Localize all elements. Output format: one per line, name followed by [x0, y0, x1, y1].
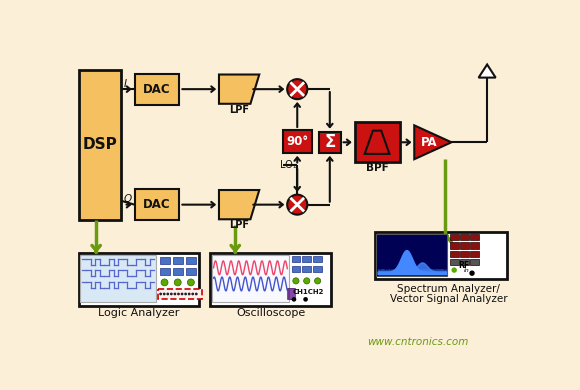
Bar: [173, 257, 183, 264]
Bar: [450, 251, 459, 257]
Circle shape: [287, 195, 307, 215]
Bar: [470, 234, 479, 240]
Bar: [461, 251, 469, 257]
Circle shape: [304, 278, 310, 284]
Text: LPF: LPF: [229, 105, 249, 115]
Text: LO₁: LO₁: [280, 160, 297, 170]
Circle shape: [177, 292, 180, 295]
Polygon shape: [414, 125, 451, 159]
Text: DAC: DAC: [143, 83, 171, 96]
Bar: [79, 253, 199, 305]
Bar: [79, 70, 121, 220]
Bar: [470, 242, 479, 248]
Bar: [470, 251, 479, 257]
Circle shape: [293, 278, 299, 284]
Bar: [135, 74, 179, 105]
Bar: [450, 259, 459, 266]
Bar: [375, 232, 506, 279]
Bar: [292, 266, 300, 272]
Bar: [303, 256, 311, 262]
Bar: [313, 266, 322, 272]
Text: www.cntronics.com: www.cntronics.com: [367, 337, 469, 347]
Circle shape: [191, 292, 194, 295]
Circle shape: [195, 292, 198, 295]
Text: CH1CH2: CH1CH2: [292, 289, 324, 295]
Polygon shape: [478, 64, 496, 78]
Bar: [376, 234, 447, 276]
Text: Vector Signal Analyzer: Vector Signal Analyzer: [390, 294, 507, 303]
Circle shape: [451, 268, 457, 273]
Bar: [211, 253, 331, 305]
Circle shape: [180, 292, 183, 295]
Circle shape: [174, 279, 181, 286]
Bar: [470, 259, 479, 266]
Circle shape: [188, 292, 191, 295]
Bar: [135, 189, 179, 220]
Bar: [292, 256, 300, 262]
Polygon shape: [219, 190, 259, 219]
Text: RF: RF: [459, 261, 470, 270]
Bar: [319, 131, 340, 153]
Bar: [289, 288, 295, 299]
Circle shape: [292, 297, 296, 302]
Bar: [160, 268, 170, 275]
Circle shape: [161, 279, 168, 286]
Bar: [282, 130, 312, 153]
Bar: [288, 288, 293, 299]
Circle shape: [314, 278, 321, 284]
Circle shape: [170, 292, 173, 295]
Text: Oscilloscope: Oscilloscope: [236, 308, 305, 318]
Circle shape: [173, 292, 176, 295]
Bar: [461, 259, 469, 266]
Bar: [160, 257, 170, 264]
Circle shape: [469, 271, 474, 276]
Text: Logic Analyzer: Logic Analyzer: [98, 308, 179, 318]
Circle shape: [184, 292, 187, 295]
Text: Σ: Σ: [324, 133, 335, 151]
Circle shape: [166, 292, 169, 295]
Bar: [303, 266, 311, 272]
Text: Spectrum Analyzer/: Spectrum Analyzer/: [397, 284, 500, 294]
Text: in: in: [464, 268, 469, 273]
Polygon shape: [354, 122, 400, 162]
Polygon shape: [219, 74, 259, 104]
Text: DAC: DAC: [143, 198, 171, 211]
Text: LPF: LPF: [229, 220, 249, 230]
Bar: [80, 255, 156, 302]
Bar: [450, 234, 459, 240]
Circle shape: [163, 292, 166, 295]
Text: I: I: [124, 79, 126, 89]
Bar: [450, 242, 459, 248]
Circle shape: [303, 297, 308, 302]
Text: DSP: DSP: [82, 138, 117, 152]
Circle shape: [187, 279, 194, 286]
Bar: [186, 257, 196, 264]
Bar: [287, 288, 292, 299]
Text: 90°: 90°: [286, 135, 309, 148]
Bar: [461, 242, 469, 248]
Bar: [158, 289, 202, 300]
Bar: [461, 234, 469, 240]
Text: Q: Q: [124, 194, 132, 204]
Circle shape: [160, 292, 162, 295]
Bar: [186, 268, 196, 275]
Bar: [173, 268, 183, 275]
Bar: [313, 256, 322, 262]
Bar: [212, 255, 289, 302]
Text: BPF: BPF: [366, 163, 389, 174]
Text: PA: PA: [420, 136, 437, 149]
Circle shape: [287, 79, 307, 99]
